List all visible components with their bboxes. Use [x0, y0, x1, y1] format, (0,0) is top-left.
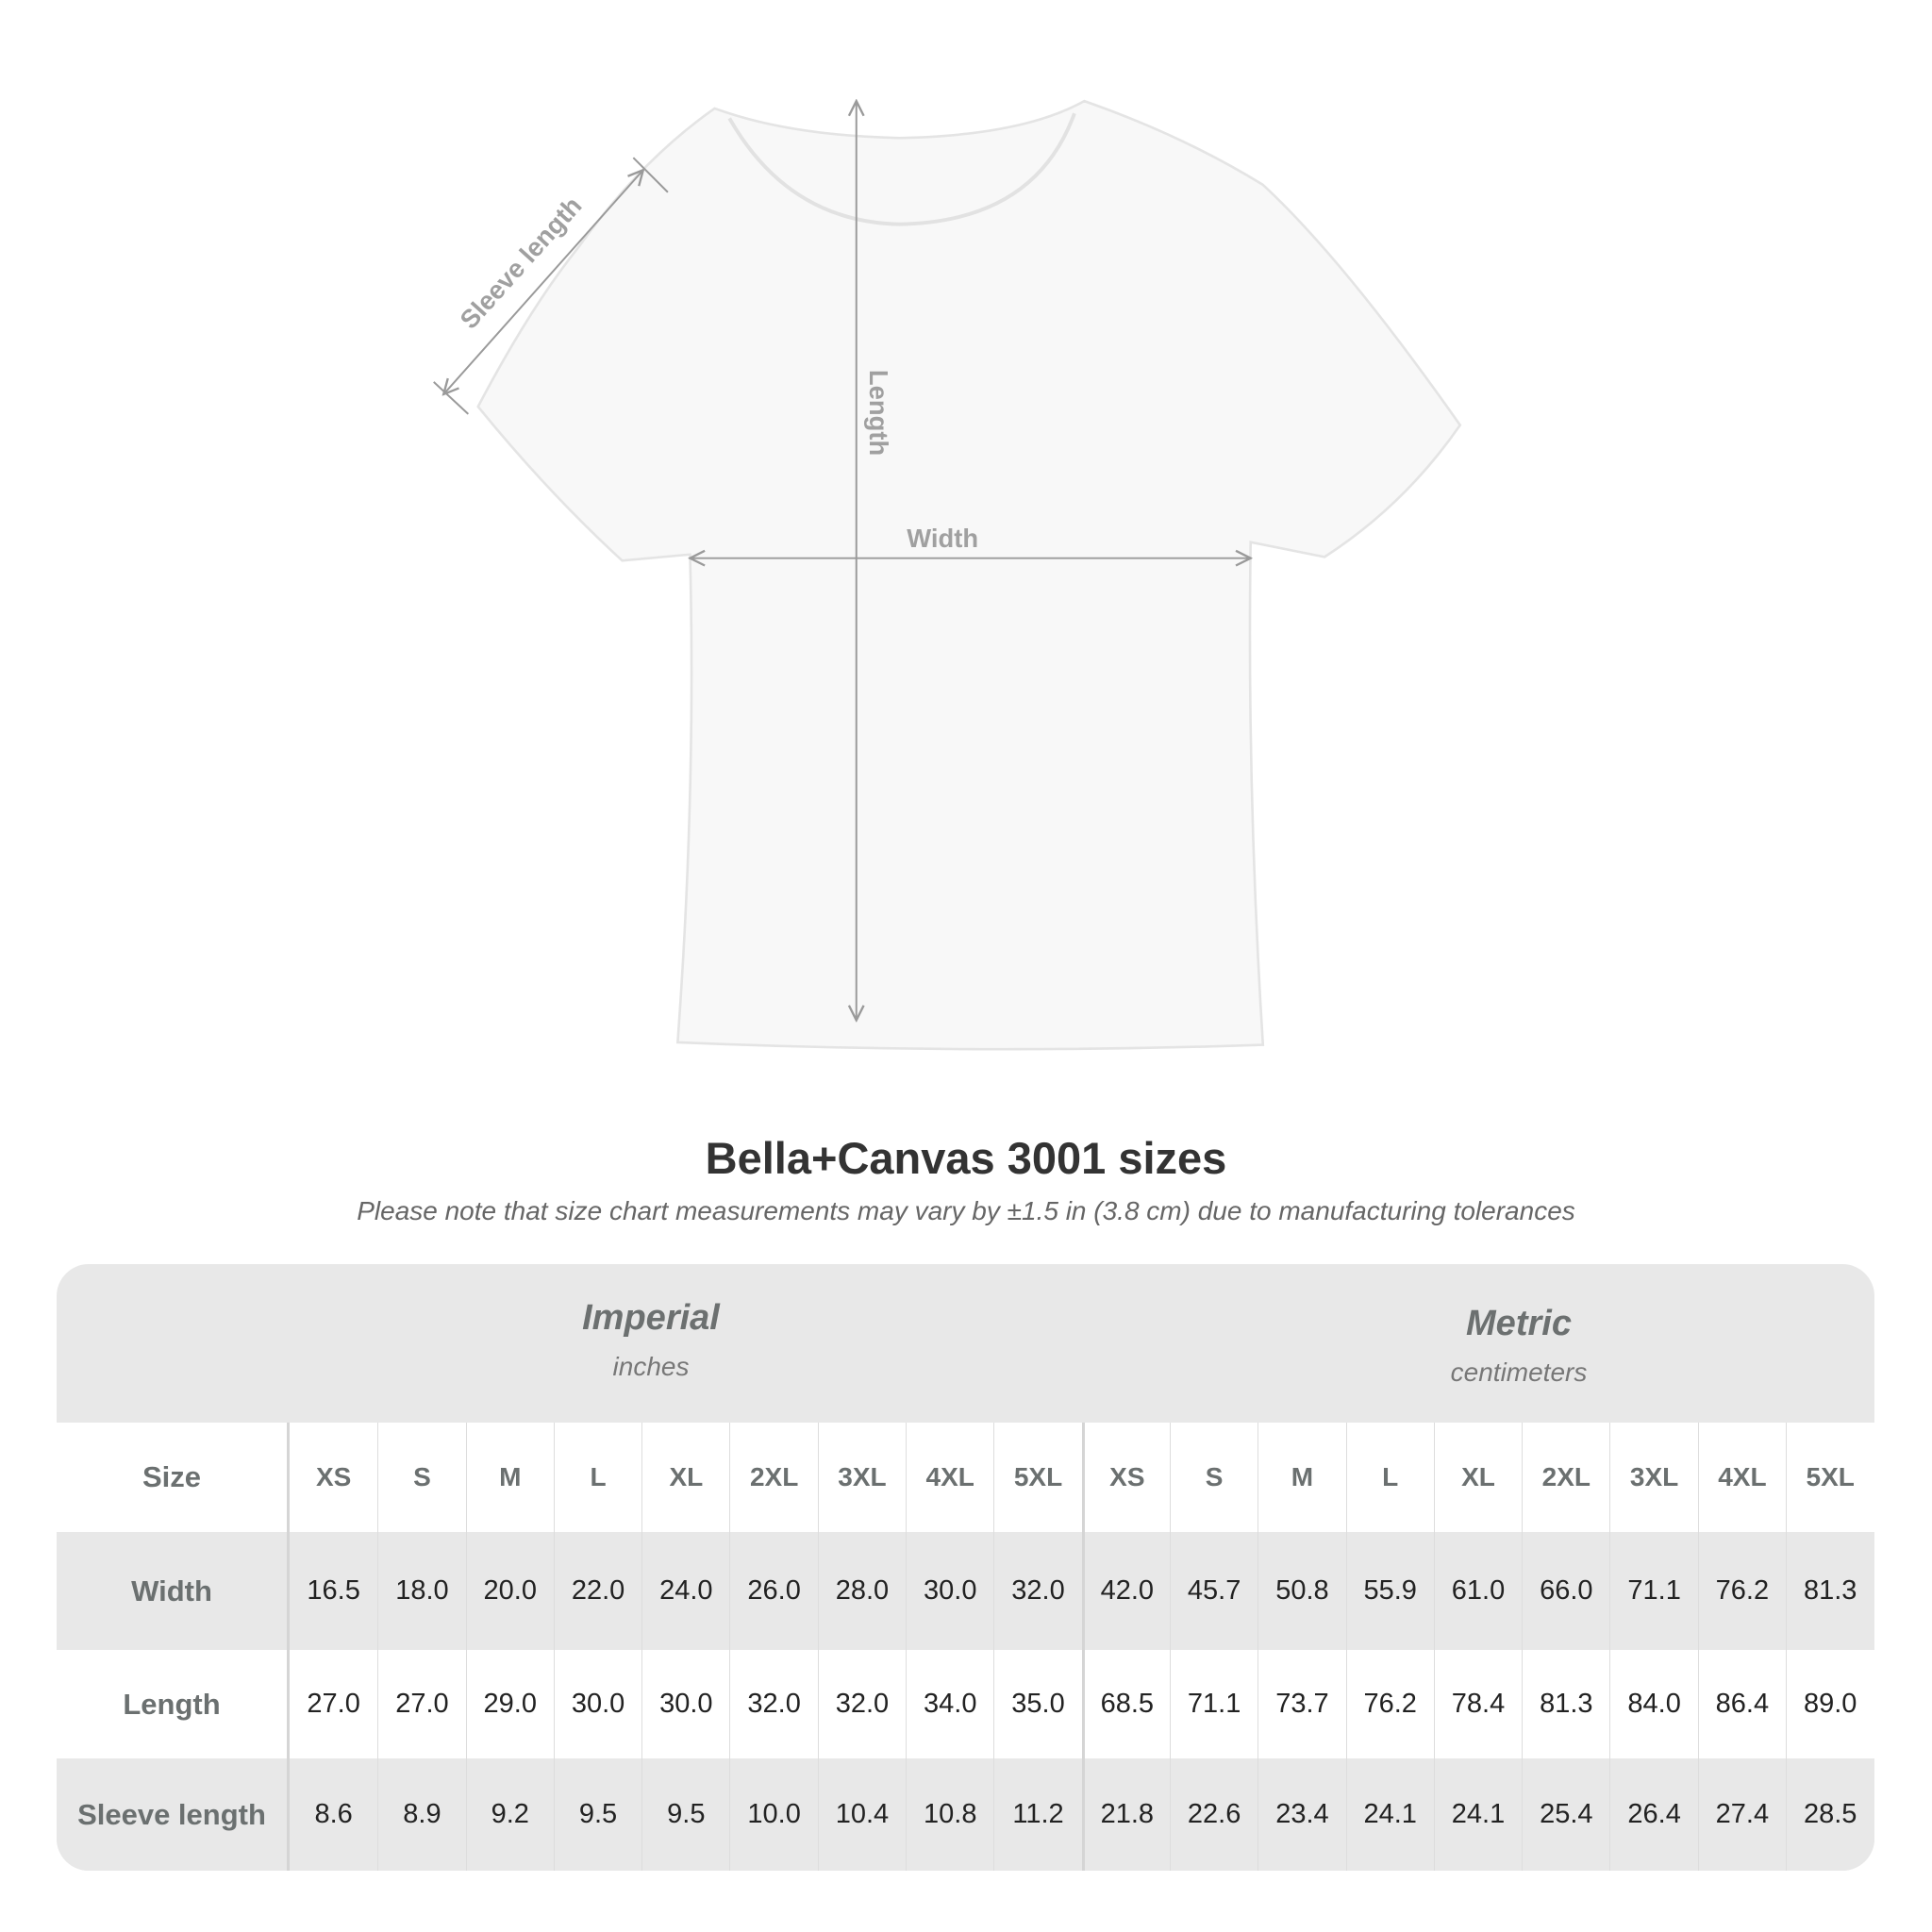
measurement-cell: 78.4 [1433, 1650, 1522, 1758]
measurement-cell: 81.3 [1786, 1532, 1874, 1650]
measurement-cell: 42.0 [1081, 1532, 1170, 1650]
measurement-cell: 10.8 [906, 1758, 993, 1871]
group-header: Imperial inches Metric centimeters [57, 1264, 1874, 1423]
size-header: M [465, 1423, 554, 1532]
measurement-cell: 71.1 [1609, 1532, 1697, 1650]
size-header: XS [315, 1462, 352, 1491]
sleeve-tick [433, 381, 469, 415]
metric-group: Metric centimeters [1450, 1304, 1588, 1387]
measurement-cell: 32.0 [729, 1650, 817, 1758]
size-header: XS [1081, 1423, 1170, 1532]
row-label: Width [57, 1532, 290, 1650]
measurement-cell: 86.4 [1697, 1650, 1786, 1758]
measurement-cell: 73.7 [1257, 1650, 1345, 1758]
measurement-cell: 50.8 [1257, 1532, 1345, 1650]
measurement-cell: 24.1 [1433, 1758, 1522, 1871]
measurement-cell: 22.6 [1169, 1758, 1257, 1871]
measurement-cell: 76.2 [1697, 1532, 1786, 1650]
measurement-cell: 9.5 [641, 1758, 729, 1871]
measurement-cell: 34.0 [906, 1650, 993, 1758]
size-header: 2XL [1522, 1423, 1609, 1532]
measurement-cell: 11.2 [993, 1758, 1081, 1871]
measurement-cell: 24.1 [1345, 1758, 1434, 1871]
measurement-cell: 23.4 [1257, 1758, 1345, 1871]
measurement-cell: 9.5 [553, 1758, 641, 1871]
measurement-cell: 68.5 [1081, 1650, 1170, 1758]
measurement-cell: 30.0 [906, 1532, 993, 1650]
table-row: Sleeve length 8.6 8.9 9.2 9.5 9.5 10.0 10.4 10.8… [57, 1758, 1874, 1871]
row-label: Length [57, 1650, 290, 1758]
measurement-cell: 71.1 [1169, 1650, 1257, 1758]
measurement-cell: 29.0 [465, 1650, 554, 1758]
measurement-cell: 26.0 [729, 1532, 817, 1650]
row-label: Size [57, 1423, 290, 1532]
tshirt-shape [476, 99, 1462, 1051]
measurement-cell: 18.0 [377, 1532, 465, 1650]
measurement-cell: 32.0 [817, 1650, 906, 1758]
table-row: Length 27.0 27.0 29.0 30.0 30.0 32.0 32.0 34.0 35… [57, 1650, 1874, 1758]
measurement-cell: 27.0 [377, 1650, 465, 1758]
measurement-cell: 20.0 [465, 1532, 554, 1650]
measurement-cell: 89.0 [1786, 1650, 1874, 1758]
sleeve-arrow [443, 170, 643, 394]
measurement-cell: 8.9 [377, 1758, 465, 1871]
measurement-cell: 61.0 [1433, 1532, 1522, 1650]
measurement-cell: 32.0 [993, 1532, 1081, 1650]
measurement-cell: 8.6 [314, 1799, 353, 1829]
size-header: S [1169, 1423, 1257, 1532]
width-label: Width [907, 524, 978, 553]
measurement-cell: 9.2 [465, 1758, 554, 1871]
measurement-cell: 21.8 [1081, 1758, 1170, 1871]
measurement-cell: 25.4 [1522, 1758, 1609, 1871]
sleeve-tick [632, 157, 669, 193]
measurement-cell: 55.9 [1345, 1532, 1434, 1650]
size-header: 5XL [1786, 1423, 1874, 1532]
measurement-cell: 27.0 [307, 1689, 360, 1719]
size-header: 3XL [817, 1423, 906, 1532]
size-header: 4XL [906, 1423, 993, 1532]
imperial-group: Imperial inches [582, 1298, 720, 1381]
size-table: Imperial inches Metric centimeters Size X… [57, 1264, 1874, 1871]
measurement-cell: 16.5 [307, 1575, 360, 1606]
measurement-cell: 27.4 [1697, 1758, 1786, 1871]
size-header: 3XL [1609, 1423, 1697, 1532]
length-label: Length [864, 370, 893, 456]
size-header: XL [1433, 1423, 1522, 1532]
measurement-cell: 24.0 [641, 1532, 729, 1650]
measurement-cell: 26.4 [1609, 1758, 1697, 1871]
size-header: 2XL [729, 1423, 817, 1532]
table-row: Width 16.5 18.0 20.0 22.0 24.0 26.0 28.0 30.0 32.… [57, 1532, 1874, 1650]
measurement-cell: 81.3 [1522, 1650, 1609, 1758]
size-header: L [1345, 1423, 1434, 1532]
neckline [727, 112, 1076, 226]
measurement-cell: 10.4 [817, 1758, 906, 1871]
row-label: Sleeve length [57, 1758, 290, 1871]
page-title: Bella+Canvas 3001 sizes [705, 1133, 1227, 1183]
size-header-row: Size XS S M L XL 2XL 3XL 4XL 5XL XS S M L XL 2XL 3XL 4XL 5… [57, 1423, 1874, 1532]
size-header: L [553, 1423, 641, 1532]
size-header: M [1257, 1423, 1345, 1532]
measurement-cell: 30.0 [553, 1650, 641, 1758]
size-header: 4XL [1697, 1423, 1786, 1532]
tolerance-note: Please note that size chart measurements… [357, 1196, 1575, 1225]
size-header: S [377, 1423, 465, 1532]
measurement-cell: 45.7 [1169, 1532, 1257, 1650]
measurement-cell: 28.5 [1786, 1758, 1874, 1871]
size-header: 5XL [993, 1423, 1081, 1532]
measurement-cell: 10.0 [729, 1758, 817, 1871]
measurement-cell: 66.0 [1522, 1532, 1609, 1650]
measurement-cell: 30.0 [641, 1650, 729, 1758]
measurement-cell: 35.0 [993, 1650, 1081, 1758]
measurement-cell: 84.0 [1609, 1650, 1697, 1758]
measurement-cell: 28.0 [817, 1532, 906, 1650]
measurement-cell: 22.0 [553, 1532, 641, 1650]
measurement-cell: 76.2 [1345, 1650, 1434, 1758]
size-header: XL [641, 1423, 729, 1532]
